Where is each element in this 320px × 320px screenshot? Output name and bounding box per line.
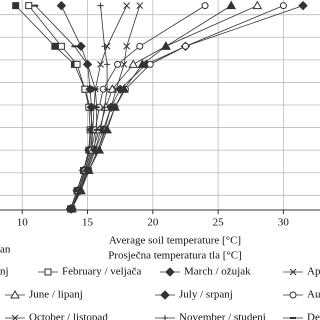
marker	[101, 126, 108, 134]
x-tick-label: 10	[17, 217, 29, 229]
series-line	[71, 5, 232, 210]
marker	[226, 0, 237, 10]
series-line	[71, 5, 141, 210]
x-tick-label: 20	[147, 217, 159, 229]
x-tick-label: 25	[213, 217, 225, 229]
x-tick-label: 15	[82, 217, 94, 229]
marker	[252, 0, 263, 10]
marker	[128, 59, 139, 68]
marker	[112, 85, 120, 93]
series-line	[71, 5, 206, 210]
marker	[97, 61, 104, 68]
marker	[56, 0, 67, 11]
legend-marker	[162, 315, 168, 320]
marker	[57, 42, 65, 50]
marker	[104, 86, 111, 93]
marker	[73, 60, 81, 68]
legend-label: Au	[307, 289, 320, 301]
marker	[104, 61, 111, 68]
marker	[146, 60, 154, 68]
marker	[123, 2, 131, 9]
series-line	[34, 5, 98, 210]
legend-label: June / lipanj	[29, 289, 83, 301]
marker	[161, 41, 171, 50]
marker	[120, 61, 128, 68]
marker	[85, 84, 95, 94]
marker	[76, 41, 86, 51]
x-tick-label: 30	[278, 217, 290, 229]
legend-marker	[165, 267, 175, 277]
legend-label: De	[307, 312, 320, 320]
marker	[279, 2, 287, 10]
marker	[51, 42, 59, 50]
marker	[137, 59, 148, 68]
x-axis-label: Average soil temperature [°C]	[109, 235, 241, 247]
legend-marker	[10, 289, 20, 299]
legend-label: July / srpanj	[179, 289, 233, 301]
legend-marker	[44, 268, 52, 276]
legend-label: November / studeni	[179, 312, 266, 320]
marker	[12, 2, 20, 10]
marker	[97, 2, 104, 9]
legend-label: October / listopad	[29, 312, 108, 320]
marker	[136, 2, 144, 9]
series-line	[70, 5, 128, 210]
legend-label: nj	[0, 266, 9, 278]
legend-marker	[160, 290, 170, 300]
legend-marker	[11, 314, 19, 320]
marker	[201, 2, 209, 10]
legend-marker	[289, 268, 297, 276]
marker	[101, 43, 108, 50]
marker	[123, 42, 131, 50]
legend-marker	[289, 291, 297, 299]
marker	[107, 103, 115, 111]
legend-label: March / ožujak	[184, 266, 251, 278]
marker	[114, 60, 122, 68]
series-line	[71, 5, 108, 210]
marker	[136, 42, 144, 50]
marker	[101, 104, 108, 111]
marker	[181, 42, 189, 50]
legend-label: Ap	[307, 266, 320, 278]
side-text: an	[0, 244, 11, 256]
legend-label: February / veljača	[62, 266, 142, 278]
marker	[298, 0, 308, 11]
marker	[25, 2, 33, 10]
marker	[119, 84, 129, 93]
x-axis-label: Prosječna temperatura tla [°C]	[108, 250, 242, 262]
